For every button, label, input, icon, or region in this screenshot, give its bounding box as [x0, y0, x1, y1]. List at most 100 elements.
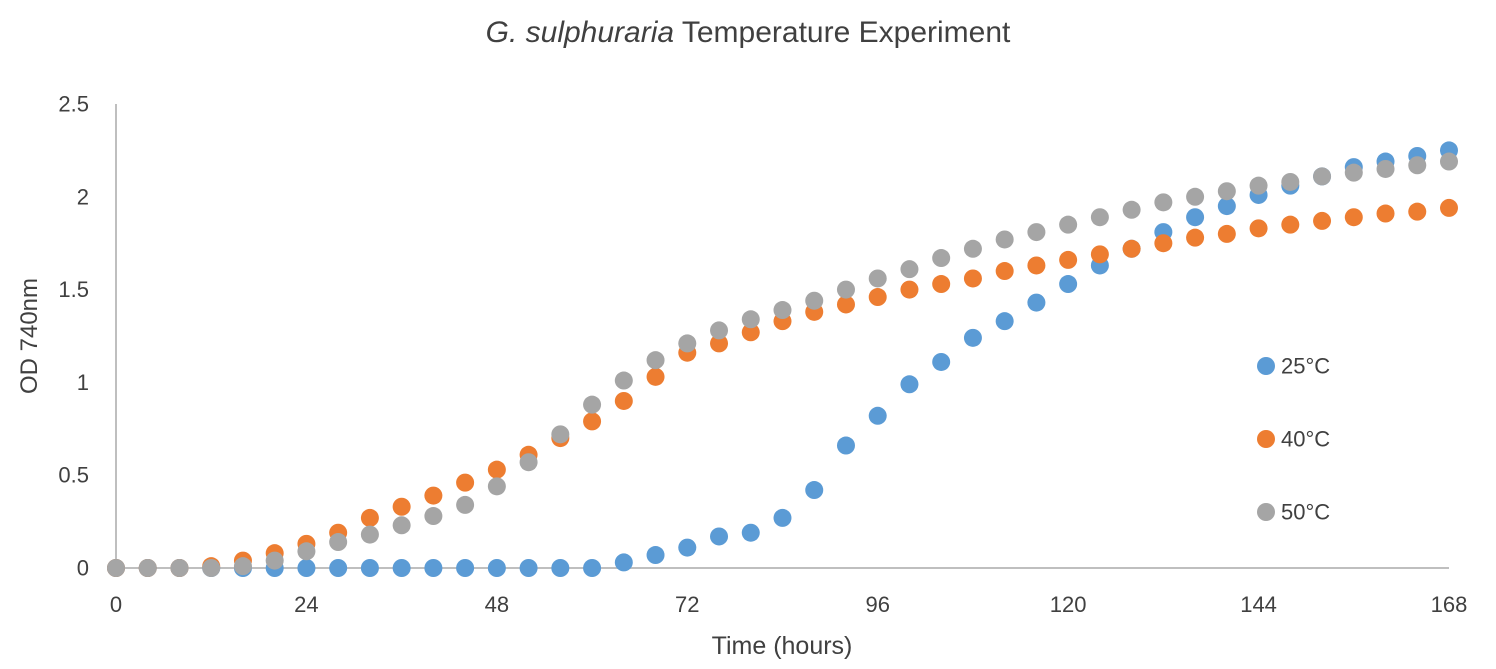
data-point: [710, 334, 729, 353]
x-tick-label: 120: [1050, 592, 1087, 617]
data-point: [805, 291, 824, 310]
chart-title-species: G. sulphuraria: [485, 16, 675, 49]
y-tick-label: 0: [77, 556, 89, 581]
data-point: [583, 412, 602, 431]
data-point: [392, 559, 411, 577]
data-point: [1186, 228, 1205, 247]
x-tick-label: 96: [865, 592, 889, 617]
data-point: [1249, 176, 1268, 195]
data-point: [1027, 223, 1046, 242]
data-point: [868, 406, 887, 425]
data-point: [900, 260, 919, 279]
data-point: [614, 391, 633, 410]
data-point: [741, 310, 760, 329]
legend-marker: [1257, 503, 1275, 521]
data-point: [710, 527, 729, 546]
data-point: [805, 481, 824, 500]
data-point: [456, 495, 475, 514]
data-point: [773, 508, 792, 527]
data-point: [900, 280, 919, 299]
legend-marker: [1257, 430, 1275, 448]
legend-marker: [1257, 357, 1275, 375]
data-point: [456, 559, 475, 577]
data-point: [265, 551, 284, 570]
data-point: [424, 507, 443, 526]
data-point: [329, 559, 348, 577]
legend-label: 50°C: [1281, 500, 1330, 525]
x-tick-label: 0: [110, 592, 122, 617]
data-point: [1249, 219, 1268, 238]
x-tick-label: 48: [485, 592, 509, 617]
data-point: [678, 334, 697, 353]
data-point: [995, 312, 1014, 331]
legend-label: 40°C: [1281, 427, 1330, 452]
data-point: [329, 533, 348, 552]
data-point: [1090, 245, 1109, 264]
data-point: [392, 497, 411, 516]
data-point: [646, 367, 665, 386]
data-point: [900, 375, 919, 394]
data-point: [360, 525, 379, 544]
data-point: [138, 559, 157, 577]
data-point: [519, 453, 538, 472]
data-point: [1376, 204, 1395, 223]
data-point: [487, 559, 506, 577]
data-point: [710, 321, 729, 340]
data-point: [836, 295, 855, 314]
data-point: [1217, 197, 1236, 216]
data-point: [1186, 187, 1205, 206]
data-point: [1313, 211, 1332, 230]
data-point: [1154, 193, 1173, 212]
data-point: [1376, 159, 1395, 178]
data-point: [868, 288, 887, 307]
y-tick-label: 2: [77, 184, 89, 209]
data-point: [614, 553, 633, 572]
data-point: [233, 557, 252, 576]
data-point: [678, 538, 697, 557]
data-point: [741, 323, 760, 342]
data-point: [1059, 215, 1078, 234]
data-point: [995, 262, 1014, 281]
data-point: [1440, 198, 1458, 217]
x-tick-label: 24: [294, 592, 318, 617]
data-point: [297, 559, 316, 577]
data-point: [392, 516, 411, 535]
legend-label: 25°C: [1281, 354, 1330, 379]
data-point: [932, 275, 951, 294]
x-tick-label: 72: [675, 592, 699, 617]
data-point: [1440, 152, 1458, 171]
data-point: [1154, 234, 1173, 253]
data-point: [551, 425, 570, 444]
data-point: [646, 546, 665, 565]
data-point: [963, 269, 982, 288]
data-point: [995, 230, 1014, 249]
data-point: [1217, 224, 1236, 243]
data-point: [583, 559, 602, 577]
data-point: [614, 371, 633, 390]
data-point: [1313, 167, 1332, 186]
data-point: [963, 239, 982, 258]
data-point: [1122, 200, 1141, 219]
data-point: [487, 460, 506, 479]
data-point: [1059, 250, 1078, 269]
x-tick-label: 144: [1240, 592, 1277, 617]
data-point: [424, 559, 443, 577]
data-point: [1122, 239, 1141, 258]
data-point: [1408, 202, 1427, 221]
data-point: [836, 436, 855, 455]
chart-title: G. sulphuraria Temperature Experiment: [0, 16, 1496, 50]
data-point: [1186, 208, 1205, 227]
data-point: [1344, 208, 1363, 227]
data-point: [1408, 156, 1427, 175]
data-point: [107, 559, 125, 577]
data-point: [202, 559, 221, 577]
data-point: [932, 249, 951, 268]
data-point: [868, 269, 887, 288]
x-tick-label: 168: [1431, 592, 1468, 617]
data-point: [424, 486, 443, 505]
data-point: [1281, 172, 1300, 191]
data-point: [836, 280, 855, 299]
data-point: [1059, 275, 1078, 294]
